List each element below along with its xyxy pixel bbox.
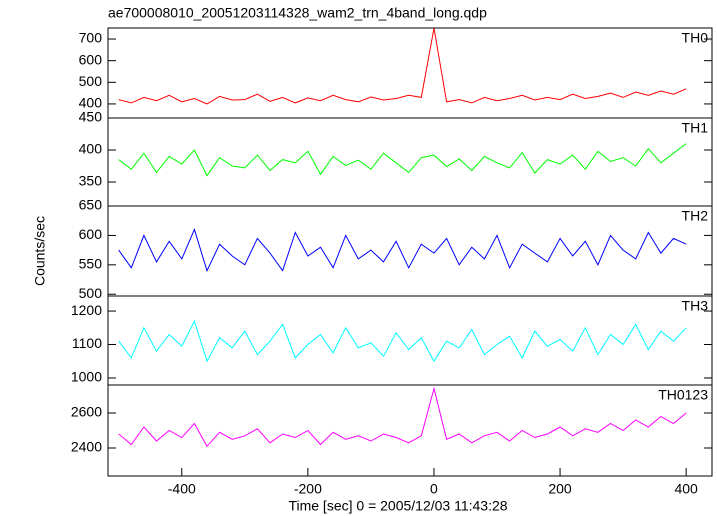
panel-frame — [107, 27, 713, 119]
x-tick-label: -200 — [294, 481, 322, 497]
light-curve — [118, 386, 687, 448]
y-tick-label: 1200 — [71, 302, 102, 318]
y-tick-label: 500 — [79, 73, 103, 89]
y-tick-label: 600 — [79, 51, 103, 67]
light-curve — [118, 143, 687, 177]
x-tick-label: 400 — [674, 481, 698, 497]
y-tick-label: 1000 — [71, 369, 102, 385]
panel-label: TH0123 — [658, 387, 708, 403]
y-tick-label: 1100 — [72, 335, 102, 351]
panel-label: TH3 — [682, 298, 709, 314]
panel-frame — [107, 384, 713, 477]
y-axis-label: Counts/sec — [32, 216, 48, 286]
y-tick-label: 2400 — [71, 439, 102, 455]
y-tick-label: 2600 — [71, 404, 102, 420]
y-tick-label: 350 — [79, 173, 103, 189]
panel-label: TH2 — [682, 208, 709, 224]
y-tick-label: 400 — [79, 141, 103, 157]
y-tick-label: 600 — [79, 226, 103, 242]
panel-frame — [107, 117, 713, 207]
light-curve — [118, 28, 687, 105]
y-tick-label: 500 — [79, 285, 103, 301]
light-curve — [118, 319, 687, 363]
y-tick-label: 550 — [79, 256, 103, 272]
y-tick-label: 700 — [79, 30, 103, 46]
panel-label: TH0 — [682, 30, 709, 46]
x-axis-label: Time [sec] 0 = 2005/12/03 11:43:28 — [288, 498, 507, 514]
y-tick-label: 400 — [79, 95, 103, 111]
y-tick-label: 650 — [79, 197, 103, 213]
light-curve — [118, 228, 687, 273]
y-tick-label: 450 — [79, 109, 103, 125]
panel-frame — [107, 295, 713, 386]
x-tick-label: 0 — [430, 481, 438, 497]
x-tick-label: -400 — [168, 481, 196, 497]
chart-title: ae700008010_20051203114328_wam2_trn_4ban… — [108, 5, 487, 21]
panel-label: TH1 — [682, 120, 709, 136]
x-tick-label: 200 — [548, 481, 572, 497]
panel-frame — [107, 205, 713, 297]
